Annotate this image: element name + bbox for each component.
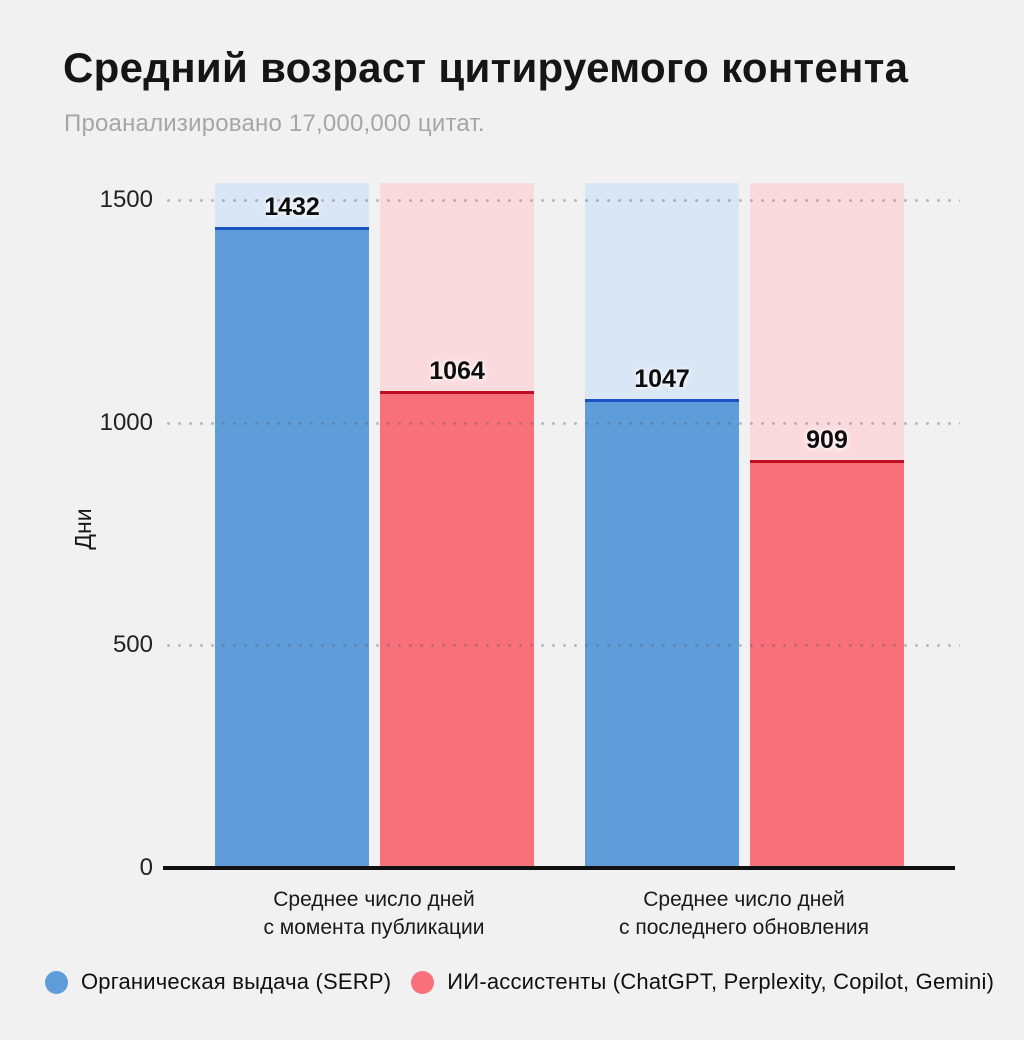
x-category-label-line: с момента публикации bbox=[263, 916, 485, 939]
x-category-label-line: Среднее число дней bbox=[643, 888, 845, 911]
x-category-label-update: Среднее число дней с последнего обновлен… bbox=[574, 886, 914, 942]
legend-item-serp: Органическая выдача (SERP) bbox=[45, 969, 391, 995]
bar-0-1 bbox=[585, 401, 739, 868]
y-tick-label-1500: 1500 bbox=[99, 186, 153, 213]
bar-0-0 bbox=[215, 230, 369, 868]
x-category-label-publication: Среднее число дней с момента публикации bbox=[204, 886, 544, 942]
x-axis-line bbox=[163, 866, 955, 870]
serp-legend-swatch-icon bbox=[45, 970, 68, 994]
bar-value-line-1-1 bbox=[750, 460, 904, 464]
legend: Органическая выдача (SERP) ИИ-ассистенты… bbox=[45, 969, 1005, 995]
bar-value-line-0-1 bbox=[585, 398, 739, 402]
y-tick-label-500: 500 bbox=[112, 631, 153, 659]
legend-item-ai-assistants-label: ИИ-ассистенты (ChatGPT, Perplexity, Copi… bbox=[447, 969, 995, 994]
bar-value-label-0-1: 1047 bbox=[634, 364, 690, 393]
ai-assistants-legend-swatch-icon bbox=[411, 970, 435, 994]
bar-value-label-0-0: 1432 bbox=[264, 193, 320, 222]
legend-item-serp-label: Органическая выдача (SERP) bbox=[81, 969, 392, 994]
x-category-label-line: Среднее число дней bbox=[273, 888, 475, 911]
gridline-1500 bbox=[163, 199, 960, 202]
gridline-1000 bbox=[163, 421, 960, 425]
y-tick-label-1000: 1000 bbox=[99, 408, 153, 436]
bar-1-0 bbox=[380, 394, 534, 868]
x-category-label-line: с последнего обновления bbox=[619, 916, 869, 939]
bar-1-1 bbox=[750, 463, 904, 868]
chart-subtitle: Проанализировано 17,000,000 цитат. bbox=[64, 110, 485, 137]
gridline-500 bbox=[163, 644, 960, 648]
bar-value-label-1-1: 909 bbox=[806, 426, 848, 455]
y-axis-label: Дни bbox=[70, 508, 96, 550]
bar-value-line-1-0 bbox=[380, 391, 534, 395]
bar-value-line-0-0 bbox=[215, 227, 369, 231]
legend-item-ai-assistants: ИИ-ассистенты (ChatGPT, Perplexity, Copi… bbox=[411, 969, 994, 995]
chart-title: Средний возраст цитируемого контента bbox=[63, 44, 909, 91]
bar-value-label-1-0: 1064 bbox=[429, 357, 485, 386]
y-tick-label-0: 0 bbox=[139, 854, 153, 881]
